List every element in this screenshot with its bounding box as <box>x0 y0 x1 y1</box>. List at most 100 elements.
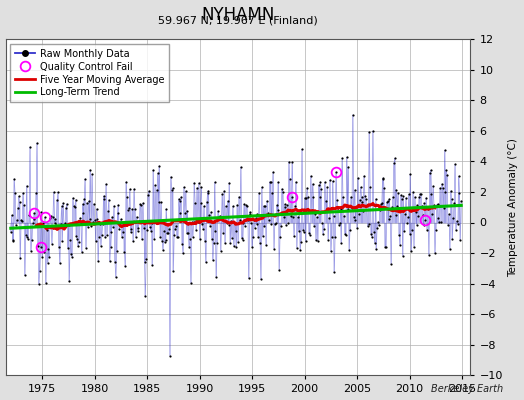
Point <box>181 188 190 194</box>
Point <box>341 230 349 237</box>
Point <box>373 224 381 231</box>
Point <box>99 220 107 227</box>
Point <box>258 233 267 240</box>
Point <box>160 239 169 246</box>
Point <box>259 202 268 209</box>
Point <box>65 278 73 284</box>
Point <box>7 212 16 218</box>
Point <box>281 204 290 210</box>
Point <box>379 175 388 181</box>
Point <box>70 204 79 210</box>
Point <box>398 253 407 259</box>
Point <box>100 196 108 202</box>
Point <box>421 217 430 223</box>
Point <box>442 167 451 173</box>
Point <box>440 205 448 211</box>
Point <box>369 229 378 235</box>
Point <box>330 268 339 275</box>
Point <box>32 190 40 196</box>
Point <box>219 230 227 236</box>
Point <box>447 196 456 202</box>
Point <box>425 170 434 176</box>
Point <box>234 239 243 246</box>
Point <box>139 200 147 206</box>
Point <box>62 205 70 211</box>
Point <box>284 220 292 227</box>
Point <box>255 190 264 197</box>
Point <box>358 198 367 205</box>
Point <box>403 214 412 220</box>
Point <box>137 202 145 208</box>
Point <box>186 236 194 242</box>
Point <box>432 227 440 234</box>
Point <box>232 244 241 250</box>
Point <box>279 214 288 220</box>
Point <box>136 201 145 208</box>
Point <box>47 213 55 219</box>
Point <box>434 215 443 222</box>
Point <box>106 244 115 250</box>
Point <box>411 194 419 200</box>
Point <box>42 227 51 234</box>
Point <box>56 260 64 266</box>
Point <box>301 238 310 245</box>
Point <box>46 215 54 222</box>
Point <box>224 222 233 228</box>
Point <box>57 221 65 227</box>
Point <box>348 205 356 212</box>
Point <box>52 222 60 228</box>
Point <box>143 226 151 233</box>
Point <box>320 226 328 232</box>
Point <box>16 255 25 262</box>
Point <box>353 224 362 231</box>
Point <box>231 220 239 226</box>
Point <box>288 159 297 166</box>
Point <box>277 223 285 229</box>
Point <box>427 191 435 198</box>
Point <box>75 238 83 245</box>
Point <box>357 194 366 200</box>
Point <box>124 207 132 214</box>
Point <box>370 240 379 246</box>
Point <box>29 216 38 222</box>
Point <box>41 280 50 286</box>
Point <box>400 228 409 234</box>
Point <box>308 207 316 214</box>
Point <box>171 226 179 232</box>
Point <box>96 220 104 227</box>
Point <box>152 220 160 226</box>
Point <box>430 202 438 208</box>
Point <box>164 230 172 237</box>
Point <box>439 185 447 192</box>
Point <box>261 203 269 210</box>
Point <box>420 200 429 206</box>
Point <box>329 212 337 219</box>
Point <box>140 258 149 265</box>
Point <box>343 206 352 212</box>
Point <box>338 155 346 161</box>
Point <box>132 234 140 240</box>
Point <box>226 240 235 246</box>
Point <box>322 206 331 212</box>
Point <box>431 250 439 256</box>
Point <box>271 220 279 227</box>
Point <box>360 172 368 179</box>
Point <box>445 246 454 252</box>
Point <box>391 212 400 218</box>
Point <box>297 239 305 245</box>
Point <box>269 169 277 175</box>
Point <box>390 155 399 161</box>
Point <box>317 186 325 192</box>
Point <box>111 259 119 266</box>
Point <box>444 222 452 228</box>
Point <box>113 248 121 254</box>
Point <box>83 200 91 206</box>
Legend: Raw Monthly Data, Quality Control Fail, Five Year Moving Average, Long-Term Tren: Raw Monthly Data, Quality Control Fail, … <box>10 44 169 102</box>
Point <box>92 206 101 212</box>
Point <box>428 210 436 217</box>
Point <box>122 178 130 185</box>
Point <box>233 202 242 208</box>
Point <box>59 200 68 207</box>
Point <box>156 234 165 240</box>
Point <box>199 226 208 232</box>
